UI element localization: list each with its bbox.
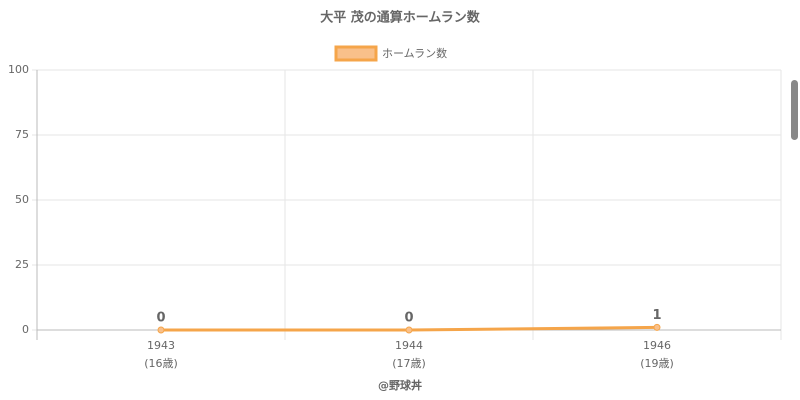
point [157,326,165,334]
x-tick-sublabel: (19歳) [640,357,674,370]
credit: @野球丼 [378,378,422,392]
data-label: 0 [404,311,413,326]
point [653,323,661,331]
legend-label: ホームラン数 [382,47,447,60]
y-tick-label: 25 [15,258,29,271]
x-tick-label: 1946 [643,339,671,352]
x-tick-label: 1944 [395,339,423,352]
x-tick-label: 1943 [147,339,175,352]
x-tick-sublabel: (17歳) [392,357,426,370]
y-tick-label: 0 [22,323,29,336]
point [405,326,413,334]
scrollbar[interactable] [791,80,798,140]
legend-swatch [334,45,378,62]
data-label: 0 [156,311,165,326]
x-tick-sublabel: (16歳) [144,357,178,370]
y-tick-label: 100 [8,63,29,76]
chart-title: 大平 茂の通算ホームラン数 [320,10,480,26]
y-tick-label: 50 [15,193,29,206]
data-label: 1 [652,308,661,323]
y-tick-label: 75 [15,128,29,141]
